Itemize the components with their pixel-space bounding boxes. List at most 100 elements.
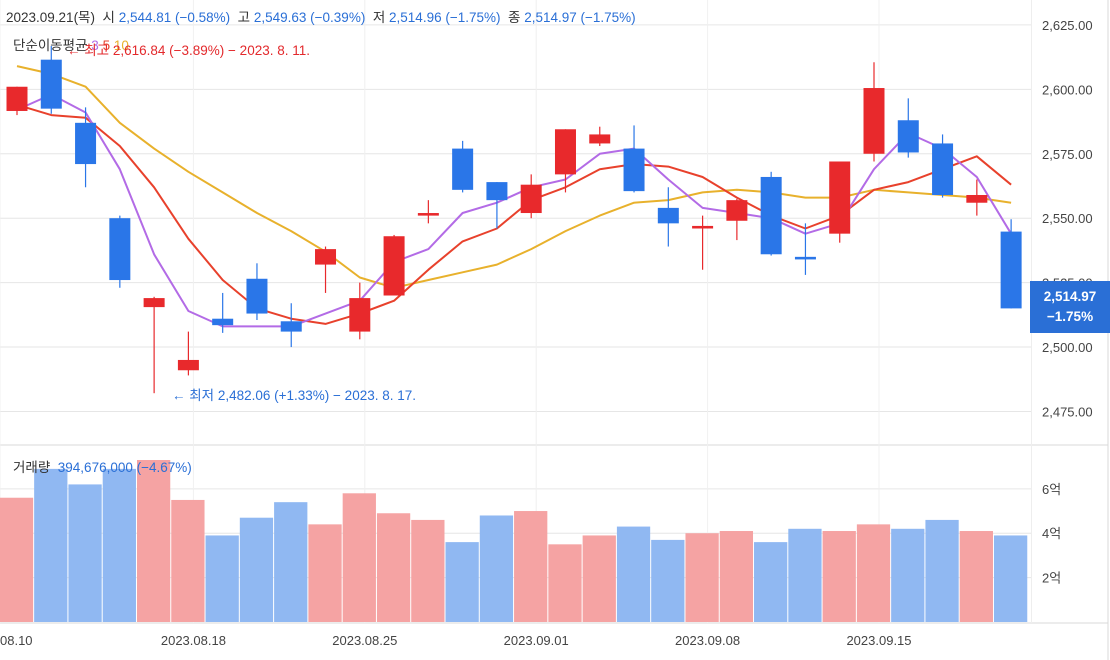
candle (932, 134, 954, 198)
ma3-line (16, 93, 1012, 328)
volume-bar (205, 535, 239, 622)
candle-body (417, 213, 439, 216)
candle (554, 129, 576, 193)
candle (794, 223, 816, 275)
ma-legend[interactable]: 단순이동평균 3 5 10 (13, 34, 129, 54)
ma5-line-group (16, 103, 1012, 325)
volume-bar (856, 524, 891, 622)
volume-bar (514, 511, 548, 622)
ohlc-header: 2023.09.21(목) 시 2,544.81 (−0.58%) 고 2,54… (6, 6, 636, 26)
candle (40, 46, 62, 114)
volume-bar (651, 539, 685, 622)
candle-body (623, 148, 645, 192)
volume-bar (959, 531, 993, 622)
date-tick-label: 2023.09.15 (846, 633, 911, 648)
candle-body (280, 321, 302, 332)
candle (417, 200, 439, 224)
volume-bar (342, 493, 376, 622)
candle-body (40, 59, 62, 109)
volume-bars (0, 460, 1028, 622)
header-date: 2023.09.21(목) (6, 10, 95, 25)
candle-body (726, 200, 748, 221)
price-tick-label: 2,575.00 (1042, 147, 1093, 162)
candle (486, 182, 508, 229)
current-price-badge: 2,514.97 −1.75% (1030, 281, 1110, 333)
candle (897, 98, 919, 158)
candle-body (212, 318, 234, 326)
volume-bar (479, 515, 514, 622)
date-tick-label: 2023.08.18 (161, 633, 226, 648)
candle-body (692, 225, 714, 229)
low-value: 2,514.96 (−1.75%) (389, 10, 501, 25)
candle-body (657, 207, 679, 224)
candle (966, 179, 988, 216)
candle (75, 107, 97, 188)
candle-body (6, 86, 28, 111)
ma10-line (16, 65, 1012, 289)
candle-body (966, 194, 988, 203)
price-tick-label: 2,475.00 (1042, 404, 1093, 419)
price-tick-label: 2,625.00 (1042, 18, 1093, 33)
candle (589, 126, 611, 147)
candle (109, 215, 131, 288)
candle-body (760, 176, 782, 255)
candle-body (589, 134, 611, 144)
candle-body (829, 161, 851, 234)
ma5-line (16, 103, 1012, 325)
volume-bar (582, 535, 616, 622)
volume-bar (68, 484, 102, 622)
price-tick-label: 2,500.00 (1042, 340, 1093, 355)
min-annotation: ← 최저 2,482.06 (+1.33%) − 2023. 8. 17. (172, 388, 416, 403)
open-label: 시 (102, 10, 115, 25)
volume-bar (0, 497, 34, 622)
volume-legend-label: 거래량 (13, 460, 51, 475)
candle-body (486, 182, 508, 201)
volume-bar (171, 499, 205, 622)
price-tick-label: 2,550.00 (1042, 211, 1093, 226)
candle (452, 140, 474, 193)
candle-body (143, 298, 165, 308)
volume-bar (411, 519, 445, 622)
volume-bar (822, 531, 856, 622)
ma-legend-label: 단순이동평균 (13, 38, 88, 53)
ma10-legend-value: 10 (113, 38, 129, 53)
volume-bar (376, 513, 411, 622)
volume-bar (616, 526, 651, 622)
volume-bar (136, 460, 171, 622)
candle-body (932, 143, 954, 195)
volume-tick-label: 4억 (1042, 526, 1061, 541)
candle (212, 292, 234, 333)
volume-bar (274, 502, 308, 622)
price-tick-label: 2,600.00 (1042, 82, 1093, 97)
axes: 2,625.002,600.002,575.002,550.002,525.00… (0, 18, 1093, 648)
candle-body (794, 256, 816, 260)
candle-body (349, 298, 371, 332)
volume-tick-label: 2억 (1042, 571, 1061, 586)
candle-body (246, 278, 268, 314)
volume-bar (925, 519, 959, 622)
candle (657, 187, 679, 247)
volume-bar (685, 533, 719, 622)
high-label: 고 (237, 10, 251, 25)
volume-bar (993, 535, 1028, 622)
date-tick-label: 2023.08.10 (0, 633, 33, 648)
candle (349, 282, 371, 340)
candle-body (75, 122, 97, 165)
current-change: −1.75% (1046, 309, 1094, 324)
candle-body (383, 236, 405, 296)
candle-body (863, 88, 885, 154)
candle (315, 246, 337, 293)
candle (177, 331, 199, 376)
candle (692, 215, 714, 270)
candle (383, 234, 405, 296)
volume-bar (34, 468, 68, 622)
volume-bar (788, 528, 822, 622)
volume-bar (548, 544, 582, 622)
candle-body (452, 148, 474, 190)
candle (726, 198, 748, 241)
candle-body (177, 359, 199, 371)
ma3-legend-value: 3 (91, 38, 99, 53)
volume-bar (239, 517, 274, 622)
candle (143, 296, 165, 394)
